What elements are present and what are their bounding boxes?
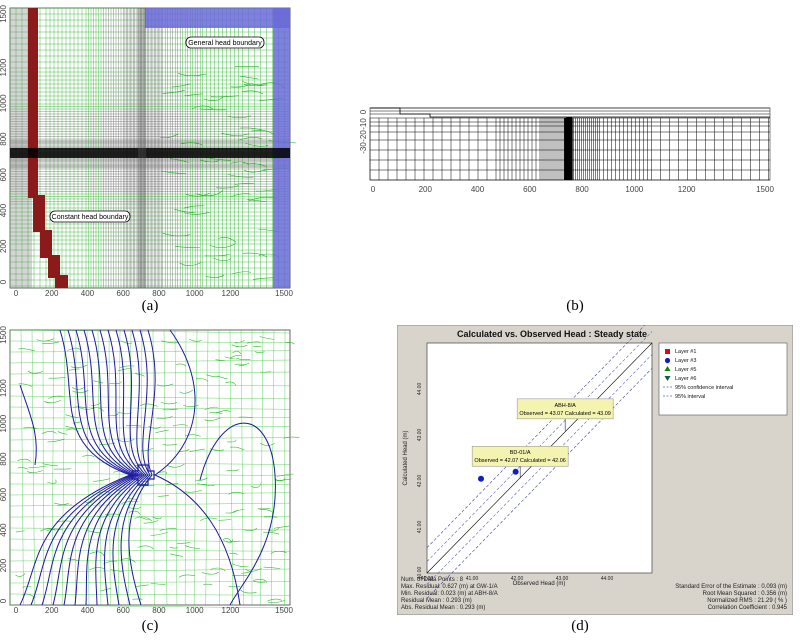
y-tick-label: -10 bbox=[360, 118, 368, 130]
svg-text:General head boundary: General head boundary bbox=[188, 40, 262, 47]
dense-grid-band bbox=[10, 148, 290, 158]
x-tick-label: 600 bbox=[117, 289, 131, 298]
y-tick-label: -30 bbox=[360, 142, 368, 154]
x-tick-label: 0 bbox=[371, 185, 376, 194]
data-point bbox=[513, 469, 519, 475]
y-tick-label: 200 bbox=[0, 239, 8, 253]
constant-head-boundary-label: Constant head boundary bbox=[50, 211, 130, 222]
stat-right: Root Mean Squared : 0.356 (m) bbox=[703, 591, 787, 597]
y-tick-label: 41.00 bbox=[417, 521, 423, 534]
y-tick-label: 600 bbox=[0, 168, 8, 182]
stat-left: Max. Residual: 0.627 (m) at GW-1/A bbox=[401, 584, 498, 590]
x-tick-label: 1000 bbox=[625, 185, 643, 194]
x-tick-label: 0 bbox=[14, 606, 19, 615]
y-tick-label: 44.00 bbox=[417, 383, 423, 396]
x-tick-label: 200 bbox=[45, 289, 59, 298]
stat-left: Num. of Data Points : 8 bbox=[401, 577, 464, 583]
y-tick-label: 800 bbox=[0, 132, 8, 146]
x-tick-label: 800 bbox=[152, 606, 166, 615]
x-tick-label: 600 bbox=[523, 185, 537, 194]
callout-name: BD-01/A bbox=[510, 450, 531, 456]
legend-label: Layer #1 bbox=[675, 349, 696, 355]
x-tick-label: 200 bbox=[45, 606, 59, 615]
x-tick-label: 1200 bbox=[678, 185, 696, 194]
y-tick-label: 200 bbox=[0, 558, 8, 572]
y-tick-label: 1200 bbox=[0, 58, 8, 76]
y-tick-label: 43.00 bbox=[417, 429, 423, 442]
panel-d-scatter: Calculated vs. Observed Head : Steady st… bbox=[397, 325, 793, 615]
stat-right: Standard Error of the Estimate : 0.093 (… bbox=[675, 584, 787, 590]
caption-b: (b) bbox=[555, 298, 595, 315]
y-tick-label: 0 bbox=[360, 109, 368, 114]
legend-label: Layer #5 bbox=[675, 367, 696, 373]
x-axis-label: Observed Head (m) bbox=[513, 581, 566, 587]
y-tick-label: 0 bbox=[0, 598, 8, 603]
stat-left: Min. Residual: 0.023 (m) at ABH-8/A bbox=[401, 591, 498, 597]
x-tick-label: 1000 bbox=[186, 289, 204, 298]
y-tick-label: 1500 bbox=[0, 5, 8, 23]
dense-grid-column bbox=[138, 8, 146, 288]
y-tick-label: 1500 bbox=[0, 326, 8, 344]
legend-marker bbox=[665, 358, 670, 363]
x-tick-label: 400 bbox=[81, 606, 95, 615]
caption-c: (c) bbox=[130, 618, 170, 635]
y-tick-label: 400 bbox=[0, 523, 8, 537]
x-tick-label: 400 bbox=[471, 185, 485, 194]
callout-text: Observed = 42.07 Calculated = 42.06 bbox=[474, 458, 565, 464]
general-head-boundary-zone bbox=[145, 8, 290, 28]
y-tick-label: 800 bbox=[0, 452, 8, 466]
panel-a-grid-map: General head boundary Constant head boun… bbox=[0, 0, 300, 300]
y-tick-label: 1200 bbox=[0, 379, 8, 397]
data-point bbox=[478, 476, 484, 482]
y-tick-label: -20 bbox=[360, 130, 368, 142]
y-tick-label: 400 bbox=[0, 203, 8, 217]
stat-left: Abs. Residual Mean : 0.293 (m) bbox=[401, 605, 485, 611]
y-tick-labels: 0 -10-20-30 bbox=[360, 109, 368, 154]
panel-c-contour-map: 0 200 400 600 800 1000 1200 1500 0 200 400 600 800 1… bbox=[0, 325, 300, 615]
y-tick-label: 1000 bbox=[0, 94, 8, 112]
x-tick-label: 0 bbox=[14, 289, 19, 298]
y-tick-label: 42.00 bbox=[417, 475, 423, 488]
legend-label: Layer #6 bbox=[675, 376, 696, 382]
general-head-boundary-label: General head boundary bbox=[186, 37, 264, 48]
caption-d: (d) bbox=[560, 618, 600, 635]
x-tick-labels: 0 200 400 600 800 1000 1200 1500 bbox=[14, 289, 294, 298]
callout-text: Observed = 43.07 Calculated = 43.09 bbox=[519, 411, 610, 417]
y-axis-label: Calculated Head (m) bbox=[403, 430, 409, 485]
y-tick-labels: 0 200 400 600 800 1000 1200 1500 bbox=[0, 326, 8, 604]
caption-a: (a) bbox=[130, 298, 170, 315]
y-tick-label: 600 bbox=[0, 487, 8, 501]
y-tick-label: 0 bbox=[0, 279, 8, 284]
callout-name: ABH-8/A bbox=[554, 403, 576, 409]
x-tick-label: 1000 bbox=[186, 606, 204, 615]
x-tick-label: 1500 bbox=[275, 606, 293, 615]
x-tick-label: 600 bbox=[117, 606, 131, 615]
x-tick-label: 400 bbox=[81, 289, 95, 298]
x-tick-label: 1500 bbox=[756, 185, 774, 194]
x-tick-label: 41.00 bbox=[466, 576, 479, 582]
legend-label: Layer #3 bbox=[675, 358, 696, 364]
legend-label: 95% confidence interval bbox=[675, 385, 733, 391]
chart-title: Calculated vs. Observed Head : Steady st… bbox=[457, 329, 647, 339]
stat-right: Correlation Coefficient : 0.945 bbox=[708, 605, 788, 611]
x-tick-label: 800 bbox=[152, 289, 166, 298]
stat-left: Residual Mean : 0.293 (m) bbox=[401, 598, 472, 604]
x-tick-label: 200 bbox=[419, 185, 433, 194]
legend-marker bbox=[665, 349, 670, 354]
y-tick-label: 1000 bbox=[0, 414, 8, 432]
panel-b-cross-section: 0 200 400 600 800 1000 1200 1500 0 -10-20-30 bbox=[360, 100, 780, 200]
stat-right: Normalized RMS : 21.29 ( % ) bbox=[707, 598, 787, 604]
x-tick-label: 1500 bbox=[275, 289, 293, 298]
x-tick-labels: 0 200 400 600 800 1000 1200 1500 bbox=[371, 185, 775, 194]
x-tick-label: 44.00 bbox=[601, 576, 614, 582]
legend-label: 95% interval bbox=[675, 394, 705, 400]
x-tick-label: 1200 bbox=[222, 606, 240, 615]
svg-text:Constant head boundary: Constant head boundary bbox=[52, 214, 129, 221]
x-tick-label: 800 bbox=[575, 185, 589, 194]
x-tick-label: 1200 bbox=[222, 289, 240, 298]
y-tick-labels: 0 200 400 600 800 1000 1200 1500 bbox=[0, 5, 8, 285]
